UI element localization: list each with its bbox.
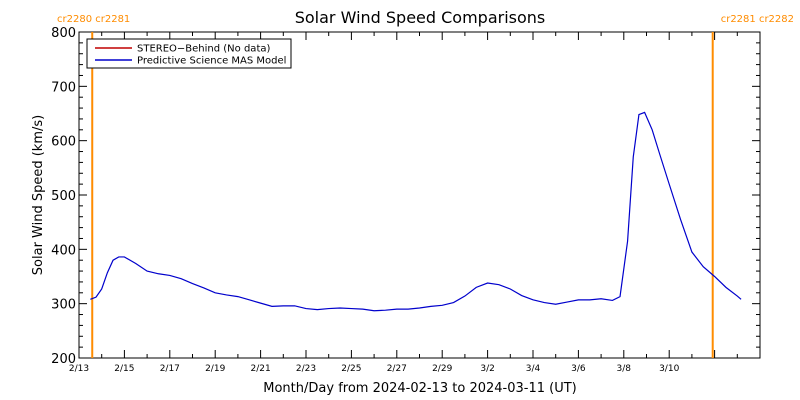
y-tick-label: 600: [51, 135, 76, 150]
legend-box: [86, 38, 292, 69]
x-tick-label: 2/23: [296, 364, 316, 374]
chart-title: Solar Wind Speed Comparisons: [295, 8, 546, 27]
carrington-label: cr2281 cr2282: [721, 14, 794, 25]
legend: STEREO−Behind (No data)Predictive Scienc…: [86, 38, 292, 69]
x-tick-label: 3/4: [526, 364, 541, 374]
carrington-rotation-labels: cr2280 cr2281 cr2281 cr2282: [57, 14, 794, 25]
y-tick-label: 800: [51, 26, 76, 41]
x-tick-label: 2/21: [250, 364, 270, 374]
carrington-label: cr2280 cr2281: [57, 14, 130, 25]
x-tick-label: 2/13: [69, 364, 89, 374]
series-layer: [90, 111, 742, 312]
x-tick-label: 3/8: [617, 364, 632, 374]
carrington-markers: [91, 32, 714, 358]
y-tick-label: 500: [51, 189, 76, 204]
y-tick-label: 300: [51, 298, 76, 313]
x-tick-label: 3/2: [480, 364, 494, 374]
plot-frame: [78, 31, 761, 359]
x-tick-label: 2/29: [432, 364, 452, 374]
x-tick-label: 3/6: [571, 364, 586, 374]
y-tick-label: 200: [51, 352, 76, 367]
y-axis: 200 300 400 500 600 700 800: [51, 26, 760, 367]
x-tick-label: 3/10: [659, 364, 679, 374]
legend-entry: STEREO−Behind (No data): [137, 44, 270, 55]
x-tick-label: 2/27: [387, 364, 407, 374]
x-tick-label: 2/15: [114, 364, 134, 374]
y-axis-label: Solar Wind Speed (km/s): [31, 115, 46, 275]
x-tick-label: 2/17: [160, 364, 180, 374]
legend-entry: Predictive Science MAS Model: [137, 56, 286, 67]
x-axis: 2/13 2/15 2/17 2/19 2/21 2/23 2/25 2/27 2/29 3/2 3…: [69, 32, 761, 374]
series-line: [90, 111, 742, 312]
x-tick-label: 2/25: [341, 364, 361, 374]
y-tick-label: 400: [51, 243, 76, 258]
x-axis-label: Month/Day from 2024-02-13 to 2024-03-11 …: [263, 381, 576, 396]
y-tick-label: 700: [51, 80, 76, 95]
x-tick-label: 2/19: [205, 364, 225, 374]
